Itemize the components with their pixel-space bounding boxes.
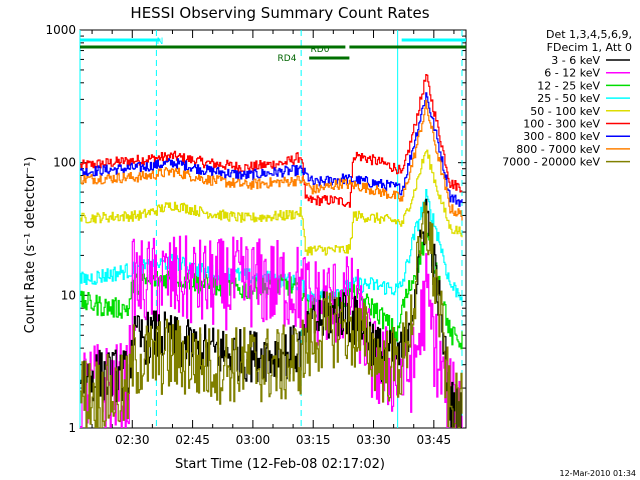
rd0-label: RD0 [311, 45, 330, 55]
legend-label: 7000 - 20000 keV [502, 156, 600, 169]
series-300-800-kev [80, 92, 463, 207]
x-tick-label: 03:00 [236, 433, 271, 447]
x-tick-label: 03:30 [356, 433, 391, 447]
n-mode-label: N [157, 37, 164, 47]
series-800-7000-kev [80, 99, 463, 221]
x-tick-label: 03:45 [417, 433, 452, 447]
y-axis-label: Count Rate (s⁻¹ detector⁻¹) [23, 157, 38, 334]
legend-label: 100 - 300 keV [523, 118, 600, 131]
y-tick-label: 1000 [45, 23, 76, 37]
y-tick-label: 10 [61, 288, 76, 302]
legend-header-line-1: Det 1,3,4,5,6,9, [546, 28, 632, 41]
y-tick-label: 1 [68, 421, 76, 435]
x-tick-label: 02:45 [175, 433, 210, 447]
series-7000-20000-kev [80, 201, 463, 428]
y-tick-label: 100 [53, 156, 76, 170]
x-tick-label: 02:30 [115, 433, 150, 447]
legend-label: 3 - 6 keV [551, 54, 600, 67]
rd4-label: RD4 [278, 54, 297, 64]
legend-label: 800 - 7000 keV [516, 143, 600, 156]
legend-label: 25 - 50 keV [537, 92, 600, 105]
series-50-100-kev [80, 149, 463, 256]
legend-label: 12 - 25 keV [537, 79, 600, 92]
x-tick-label: 03:15 [296, 433, 331, 447]
series-group [80, 74, 463, 428]
x-axis-label: Start Time (12-Feb-08 02:17:02) [175, 457, 385, 472]
timestamp: 12-Mar-2010 01:34 [560, 469, 637, 478]
chart-title: HESSI Observing Summary Count Rates [130, 4, 429, 22]
legend-label: 50 - 100 keV [530, 105, 600, 118]
legend-header-line-2: FDecim 1, Att 0 [547, 41, 632, 54]
series-100-300-kev [80, 74, 463, 208]
series-3-6-kev [80, 198, 462, 428]
legend-label: 300 - 800 keV [523, 130, 600, 143]
legend-label: 6 - 12 keV [544, 67, 600, 80]
